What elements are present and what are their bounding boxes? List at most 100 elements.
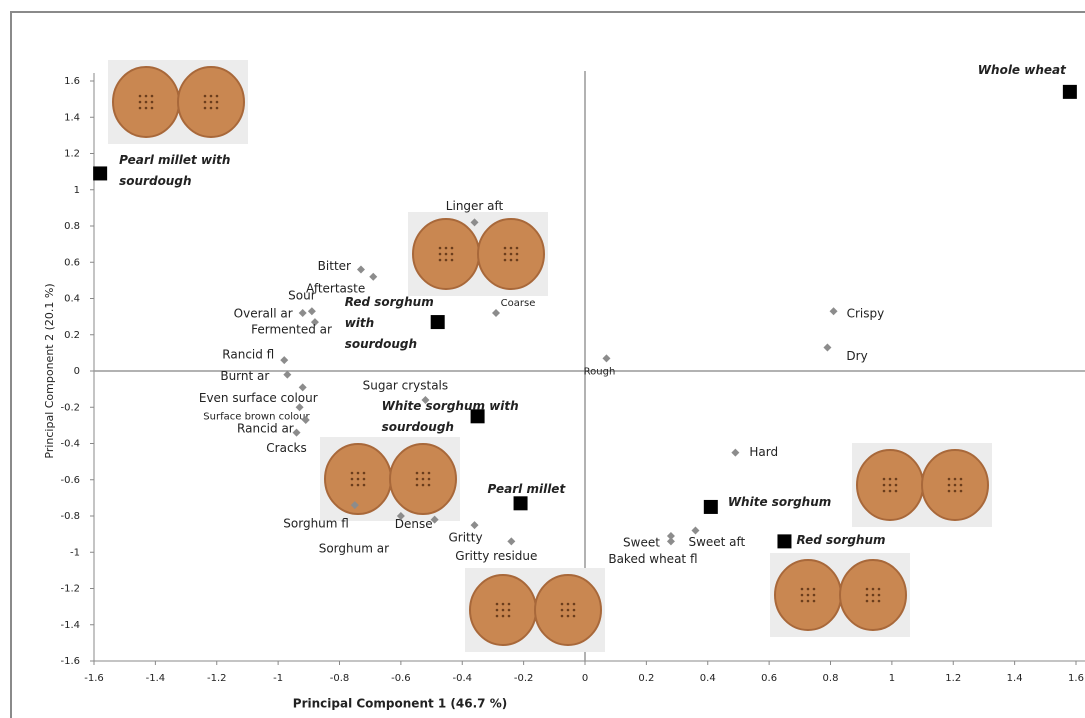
y-axis-title: Principal Component 2 (20.1 %) [43,283,56,458]
cookie-hole [510,247,513,250]
cookie-hole [516,253,519,256]
x-tick-label: -0.8 [330,673,350,684]
sample-point [1063,85,1077,99]
cookie-hole [210,107,213,110]
y-tick-label: 0 [74,366,80,377]
attribute-label: Hard [749,445,778,459]
attribute-label: Sweet [623,535,660,549]
cookie-hole [567,615,570,618]
cookie-hole [889,478,892,481]
cookie-hole [960,478,963,481]
attribute-point [691,527,699,535]
cookie-hole [428,484,431,487]
cookie-hole [504,259,507,262]
sample-point [93,166,107,180]
attribute-label: Bitter [318,259,351,273]
attribute-label: Burnt ar [220,369,269,383]
sample-label: Pearl millet with sourdough [119,150,259,192]
attribute-point [731,449,739,457]
cookie-hole [883,478,886,481]
attribute-label: Rancid ar [237,421,294,435]
attribute-label: Gritty residue [455,549,537,563]
attribute-point [602,354,610,362]
cookie-hole [561,615,564,618]
cookie-hole [801,600,804,603]
cookie-hole [561,609,564,612]
cookie-hole [516,259,519,262]
cookie-hole [351,472,354,475]
sample-point [777,534,791,548]
attribute-label: Rancid fl [222,348,274,362]
attribute-point [492,309,500,317]
cookie-hole [216,107,219,110]
cookie-hole [504,247,507,250]
cookie-hole [573,609,576,612]
cookie-hole [872,588,875,591]
cookie-hole [351,484,354,487]
cookie-hole [496,609,499,612]
cookie-hole [445,259,448,262]
cookie-hole [204,95,207,98]
cookie-hole [145,95,148,98]
y-tick-label: 0.8 [64,221,80,232]
attribute-point [667,537,675,545]
cookie-hole [878,600,881,603]
attribute-label: Sorghum ar [319,542,389,556]
cookie-hole [422,478,425,481]
attribute-label: Coarse [501,298,536,309]
cookie-hole [954,490,957,493]
attribute-point [283,371,291,379]
attribute-label: Overall ar [234,307,293,321]
sample-label: Whole wheat [966,60,1066,81]
attribute-point [308,307,316,315]
cookie-hole [813,594,816,597]
attribute-point [357,266,365,274]
cookie-hole [954,484,957,487]
x-tick-label: -1 [273,673,283,684]
cookie-hole [204,101,207,104]
sample-label: Red sorghum with sourdough [345,292,440,355]
cookie-hole [204,107,207,110]
cookie-hole [895,478,898,481]
cookie-hole [416,484,419,487]
y-tick-label: 1 [74,185,80,196]
cookie-hole [813,600,816,603]
y-tick-label: -0.2 [60,402,80,413]
y-tick-label: 1.2 [64,149,80,160]
cookie-hole [866,600,869,603]
x-tick-label: 0.8 [823,673,839,684]
cookie-hole [948,478,951,481]
cookie-hole [151,101,154,104]
sample-label: Pearl millet [488,479,588,500]
cookie-hole [573,615,576,618]
y-tick-label: 0.6 [64,257,80,268]
x-tick-label: 0 [582,673,588,684]
y-tick-label: -0.4 [60,439,80,450]
cookie-hole [422,484,425,487]
attribute-point [471,521,479,529]
cookie-hole [451,253,454,256]
attribute-label: Linger aft [446,199,504,213]
attribute-label: Rough [584,366,616,377]
cookie-hole [502,609,505,612]
cookie-hole [357,484,360,487]
cookie-hole [216,95,219,98]
cookie-photo [852,443,992,527]
cookie-hole [801,594,804,597]
cookie-hole [439,259,442,262]
x-tick-label: -0.2 [514,673,534,684]
cookie-hole [813,588,816,591]
cookie-hole [561,603,564,606]
cookie-hole [960,484,963,487]
attribute-label: Even surface colour [199,391,318,405]
attribute-label: Gritty [448,531,482,545]
x-tick-label: -1.2 [207,673,227,684]
cookie-hole [895,484,898,487]
attribute-label: Cracks [266,441,306,455]
cookie-hole [445,253,448,256]
chart: Principal Component 1 (46.7 %) Principal… [0,0,1085,718]
cookie-hole [363,484,366,487]
attribute-label: Dry [846,349,867,363]
cookie-hole [451,259,454,262]
cookie-hole [139,95,142,98]
